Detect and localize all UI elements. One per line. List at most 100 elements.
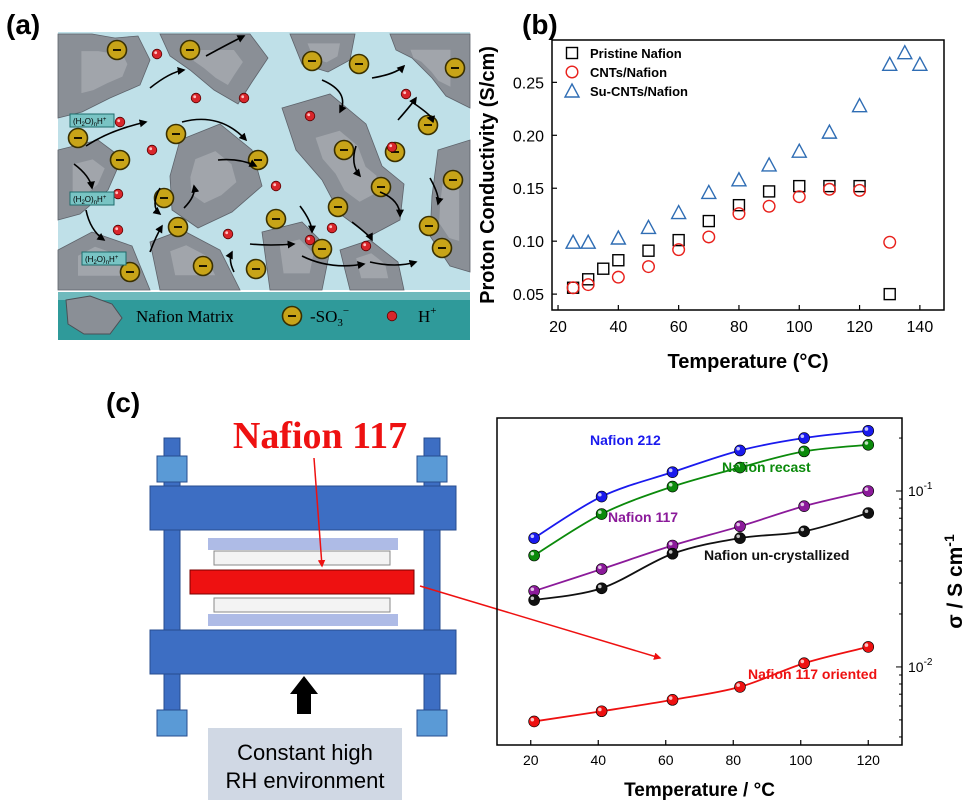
proton-transport-arrow [152,187,162,216]
proton-highlight [329,225,333,229]
y-tick-base: 10 [908,659,924,675]
clamp-nut [156,455,188,483]
proton-highlight [117,119,121,123]
matrix-highlight [188,50,243,85]
data-point [732,198,746,212]
panel-c-schematic: Nafion 117 Constant high RH environment [149,415,662,800]
hydronium-part: (H [73,117,82,126]
electrode-bottom [213,597,391,613]
data-point-highlight [800,447,805,452]
data-point [670,204,687,220]
legend-sulfonate-sub: 3 [337,317,343,329]
y-tick-exponent: -2 [924,657,933,668]
hydronium-box [69,191,115,206]
proton-transport-arrow [205,35,246,57]
hydronium-box [69,113,115,128]
hydronium-text: (H2O)nH+ [85,255,119,266]
hydronium-sup: + [103,117,107,123]
data-point [798,500,810,512]
proton-highlight [154,51,158,55]
data-point-highlight [530,534,535,539]
proton-transport-arrow [217,158,258,167]
data-point [564,233,582,249]
series-nafion-117: Nafion 117 [528,485,875,597]
data-point [862,485,875,497]
proton-transport-arrow [181,118,248,142]
data-point [612,254,625,267]
proton-transport-arrow [397,96,417,121]
data-point-highlight [598,565,602,570]
series-label: Nafion recast [722,459,811,475]
proton-icon [386,141,398,153]
data-point [798,445,810,458]
data-point [734,520,746,533]
data-point [642,244,655,257]
legend-marker [565,65,579,79]
y-tick-label: 0.05 [513,287,544,304]
x-tick-label: 20 [549,319,567,336]
x-axis-label-b: Temperature (°C) [668,351,829,373]
x-tick-label: 120 [857,752,881,768]
spacer-bottom [208,614,398,626]
y-tick-label: 0.20 [513,128,544,145]
proton-icon [112,224,124,236]
clamp-bottom-plate [149,629,457,675]
data-point [581,278,595,292]
legend-sulfonate: -SO3− [310,305,349,329]
proton-transport-arrow [379,191,404,218]
data-point [528,594,540,606]
series-line [533,490,869,592]
hydronium-sub: n [94,200,97,206]
data-point [672,233,685,247]
matrix-highlight [356,253,389,279]
series-nafion-212: Nafion 212 [528,424,875,544]
proton-transport-arrow [299,205,316,234]
legend-sulfonate-text: -SO [310,307,337,326]
series-nafion-recast: Nafion recast [528,439,875,562]
data-point [862,424,875,437]
proton-highlight [307,237,311,241]
x-tick-label: 80 [730,319,748,336]
data-point [762,185,776,198]
data-point [595,563,608,575]
data-point [700,183,717,200]
hydronium-label: (H2O)nH+ [81,251,127,266]
clamp-nut [416,455,448,483]
data-point-highlight [668,468,673,473]
data-point [640,218,657,235]
hydronium-text: (H2O)nH+ [73,195,107,206]
membrane-label: Nafion 117 [233,415,407,457]
data-point [666,547,679,560]
x-tick-label: 40 [590,752,606,768]
proton-highlight [193,95,197,99]
matrix-highlight [81,51,128,94]
data-point-highlight [864,643,869,647]
y-tick-base: 10 [908,483,924,499]
proton-highlight [225,231,229,235]
proton-transport-arrow [149,224,163,253]
data-point-highlight [736,683,740,687]
data-point [666,480,679,493]
data-point [862,641,875,653]
proton-icon [114,116,126,128]
proton-highlight [273,183,277,187]
y-tick-exponent: -1 [924,481,933,492]
y-tick-label: 0.25 [513,75,544,92]
legend-proton: H+ [418,305,437,326]
data-point [862,507,875,519]
data-point-highlight [598,584,602,589]
data-point-highlight [864,509,869,513]
x-tick-label: 40 [609,319,627,336]
plot-frame-b [551,39,945,311]
y-axis-label-text: σ / S cm [944,547,967,629]
data-point-highlight [598,492,602,497]
electrode-top [213,550,391,566]
proton-highlight [307,113,311,117]
clamp-nut [416,709,448,737]
hydronium-part: O) [85,195,94,204]
data-point-highlight [800,434,805,439]
data-point [760,156,778,172]
clamp-top-plate [149,485,457,531]
clamp-nut [156,709,188,737]
proton-icon [190,92,202,104]
